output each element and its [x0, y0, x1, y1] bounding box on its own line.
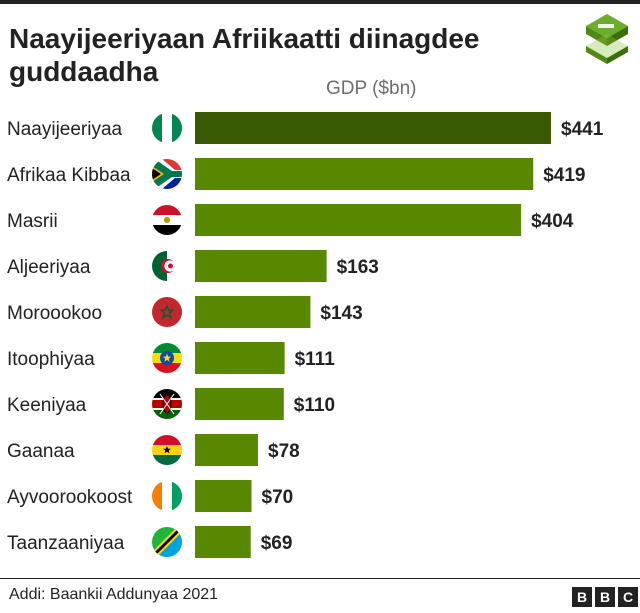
nigeria-flag-icon [152, 113, 182, 143]
category-label: Aljeeriyaa [7, 257, 91, 278]
data-label: $69 [261, 533, 293, 554]
south-africa-flag-icon [152, 159, 182, 189]
bar [195, 480, 252, 512]
axis-label: GDP ($bn) [326, 78, 417, 99]
bbc-logo: B B C [572, 587, 638, 607]
bar [195, 158, 534, 190]
data-label: $143 [320, 303, 362, 324]
bbc-logo-letter: B [595, 587, 615, 607]
algeria-flag-icon [152, 251, 182, 281]
source-note: Addi: Baankii Addunyaa 2021 [9, 586, 219, 603]
category-label: Masrii [7, 211, 58, 232]
bar [195, 388, 284, 420]
data-label: $78 [268, 441, 300, 462]
data-label: $70 [262, 487, 294, 508]
bar [195, 204, 522, 236]
bar-chart: Naayijeeriyaa $441 Afrikaa Kibbaa $419 Masri… [7, 112, 604, 558]
data-label: $163 [337, 257, 379, 278]
data-label: $110 [294, 395, 335, 416]
category-label: Itoophiyaa [7, 349, 95, 370]
ethiopia-flag-icon [152, 343, 182, 373]
green-isometric-stack-icon [586, 14, 628, 64]
category-label: Keeniyaa [7, 395, 87, 416]
ghana-flag-icon [152, 435, 182, 465]
morocco-flag-icon [152, 297, 182, 327]
kenya-flag-icon [152, 389, 182, 419]
category-label: Taanzaaniyaa [7, 533, 125, 554]
chart-title: Naayijeeriyaan Afriikaatti diinagdee gud… [9, 23, 480, 87]
data-label: $111 [295, 349, 336, 370]
category-label: Gaanaa [7, 441, 75, 462]
bar [195, 112, 551, 144]
bottom-rule [0, 578, 640, 579]
bbc-logo-letter: C [618, 587, 638, 607]
data-label: $441 [561, 119, 604, 140]
tanzania-flag-icon [152, 527, 182, 557]
bbc-logo-letter: B [572, 587, 592, 607]
category-label: Afrikaa Kibbaa [7, 165, 131, 186]
egypt-flag-icon [152, 205, 182, 235]
bar [195, 434, 258, 466]
top-rule [0, 0, 640, 4]
bar [195, 526, 251, 558]
category-label: Moroookoo [7, 303, 102, 324]
bar [195, 250, 327, 282]
ivory-coast-flag-icon [152, 481, 182, 511]
category-label: Naayijeeriyaa [7, 119, 123, 140]
category-label: Ayvoorookoost [7, 487, 133, 508]
bar [195, 342, 285, 374]
data-label: $419 [543, 165, 585, 186]
bar [195, 296, 311, 328]
data-label: $404 [531, 211, 574, 232]
